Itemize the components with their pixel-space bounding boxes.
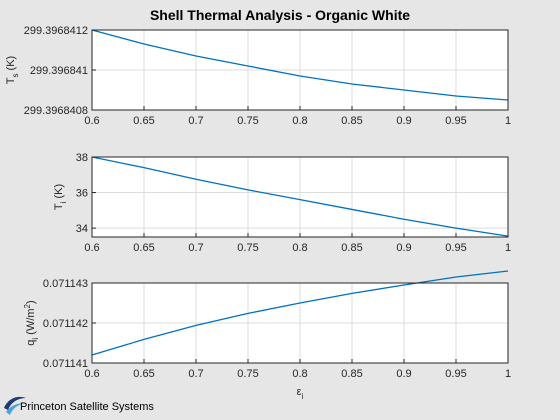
axes-panel-1: 0.6 0.65 0.7 0.75 0.8 0.85 0.9 0.95 1 299.3968408…: [5, 25, 511, 127]
company-logo: Princeton Satellite Systems: [2, 392, 172, 418]
x-tick-label: 0.8: [292, 115, 307, 127]
x-tick-label: 0.6: [84, 368, 99, 380]
x-tick-label: 0.65: [133, 115, 154, 127]
y-axis-label-part: (K): [53, 184, 65, 202]
x-tick-label: 1: [505, 115, 511, 127]
x-tick-label: 0.9: [396, 115, 411, 127]
x-tick-label: 0.95: [445, 242, 466, 254]
y-axis-label-part: i: [59, 201, 68, 203]
y-axis-label-part: i: [31, 338, 40, 340]
y-tick-label: 36: [76, 188, 88, 200]
y-tick-label: 299.3968412: [24, 25, 88, 37]
y-tick-label: 0.071142: [43, 318, 88, 330]
axes-panel-2: 0.6 0.65 0.7 0.75 0.8 0.85 0.9 0.95 1 34 36 38 Ti (K…: [53, 152, 511, 254]
x-tick-label: 0.65: [133, 242, 154, 254]
swoosh-logo-icon: [4, 396, 26, 415]
x-tick-label: 0.75: [237, 368, 258, 380]
y-axis-label-part: 2: [23, 303, 32, 308]
x-tick-label: 0.7: [188, 368, 203, 380]
y-tick-label: 299.396841: [30, 65, 88, 77]
x-tick-label: 0.65: [133, 368, 154, 380]
y-tick-label: 38: [76, 152, 88, 164]
x-tick-label: 0.95: [445, 368, 466, 380]
logo-text: Princeton Satellite Systems: [20, 401, 154, 413]
x-tick-label: 0.9: [396, 368, 411, 380]
y-tick-label: 0.071141: [43, 358, 88, 370]
x-axis-label-part: ε: [297, 386, 302, 398]
x-axis-label: εi: [297, 386, 304, 401]
x-tick-label: 0.8: [292, 242, 307, 254]
y-axis-label: Ti (K): [53, 184, 68, 210]
x-axis-label-part: i: [302, 392, 304, 401]
x-tick-label: 0.85: [341, 242, 362, 254]
x-tick-label: 0.75: [237, 242, 258, 254]
y-axis-label-part: s: [11, 74, 20, 78]
x-tick-label: 0.85: [341, 115, 362, 127]
y-axis-label: Ts (K): [5, 56, 20, 84]
y-axis-label-part: T: [53, 203, 65, 210]
y-axis-label: qi (W/m2): [23, 300, 40, 345]
y-axis-label-part: ): [25, 300, 37, 304]
x-tick-label: 0.6: [84, 115, 99, 127]
x-tick-label: 0.7: [188, 115, 203, 127]
series-line: [91, 156, 509, 237]
x-tick-label: 0.8: [292, 368, 307, 380]
y-axis-label-part: q: [25, 340, 37, 346]
y-axis-label-part: (K): [5, 56, 17, 74]
y-axis-label-part: (W/m: [25, 308, 37, 337]
y-tick-label: 299.3968408: [24, 105, 88, 117]
x-tick-label: 0.9: [396, 242, 411, 254]
series-line: [91, 270, 509, 356]
y-tick-label: 34: [76, 223, 88, 235]
series-line: [91, 29, 509, 101]
x-tick-label: 1: [505, 368, 511, 380]
x-tick-label: 0.75: [237, 115, 258, 127]
x-tick-label: 0.6: [84, 242, 99, 254]
y-axis-label-part: T: [5, 77, 17, 84]
x-tick-label: 0.7: [188, 242, 203, 254]
axes-panel-3: 0.6 0.65 0.7 0.75 0.8 0.85 0.9 0.95 1 0.071141 0.0…: [23, 270, 511, 401]
x-tick-label: 1: [505, 242, 511, 254]
figure-title: Shell Thermal Analysis - Organic White: [150, 7, 410, 23]
y-tick-label: 0.071143: [43, 278, 88, 290]
x-tick-label: 0.85: [341, 368, 362, 380]
x-tick-label: 0.95: [445, 115, 466, 127]
